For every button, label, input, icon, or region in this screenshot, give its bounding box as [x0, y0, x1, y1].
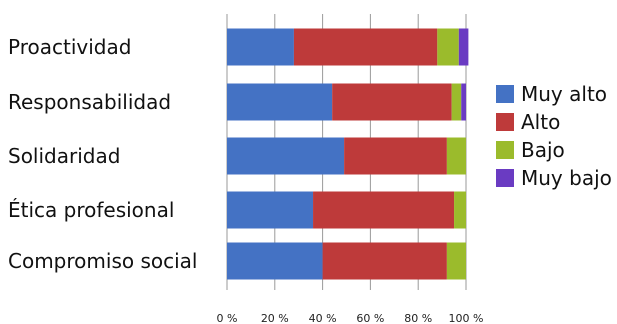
bar-segment [437, 28, 459, 66]
bar-segment [322, 242, 447, 280]
bar-segment [461, 83, 466, 121]
x-tick-label: 40 % [309, 312, 337, 324]
bar-segment [227, 191, 314, 229]
x-tick-label: 100 % [449, 312, 484, 324]
x-tick-label: 0 % [217, 312, 238, 324]
category-label: Compromiso social [8, 249, 197, 273]
bar-segment [454, 191, 466, 229]
bar-segment [344, 137, 447, 175]
legend: Muy alto Alto Bajo Muy bajo [496, 82, 612, 190]
category-label: Responsabilidad [8, 90, 171, 114]
legend-swatch [496, 85, 514, 103]
bar-segment [227, 137, 345, 175]
bar-segment [451, 83, 462, 121]
x-tick-label: 60 % [356, 312, 384, 324]
bar-segment [227, 242, 323, 280]
bar-segment [293, 28, 438, 66]
bar-segment [446, 137, 466, 175]
bar-segment [227, 83, 333, 121]
legend-label: Alto [521, 110, 560, 134]
bar-segment [227, 28, 294, 66]
category-label: Ética profesional [8, 198, 174, 222]
category-labels: Proactividad Responsabilidad Solidaridad Ét… [8, 35, 197, 273]
legend-swatch [496, 141, 514, 159]
category-label: Proactividad [8, 35, 131, 59]
bar-segment [458, 28, 469, 66]
x-tick-label: 80 % [404, 312, 432, 324]
bar-segment [332, 83, 452, 121]
category-label: Solidaridad [8, 144, 120, 168]
legend-label: Muy alto [521, 82, 607, 106]
bar-segment [313, 191, 455, 229]
legend-swatch [496, 113, 514, 131]
legend-label: Bajo [521, 138, 565, 162]
legend-swatch [496, 169, 514, 187]
legend-label: Muy bajo [521, 166, 612, 190]
x-tick-labels: 0 % 20 % 40 % 60 % 80 % 100 % [217, 312, 484, 324]
x-tick-label: 20 % [261, 312, 289, 324]
bar-segment [446, 242, 466, 280]
bars [227, 28, 469, 280]
